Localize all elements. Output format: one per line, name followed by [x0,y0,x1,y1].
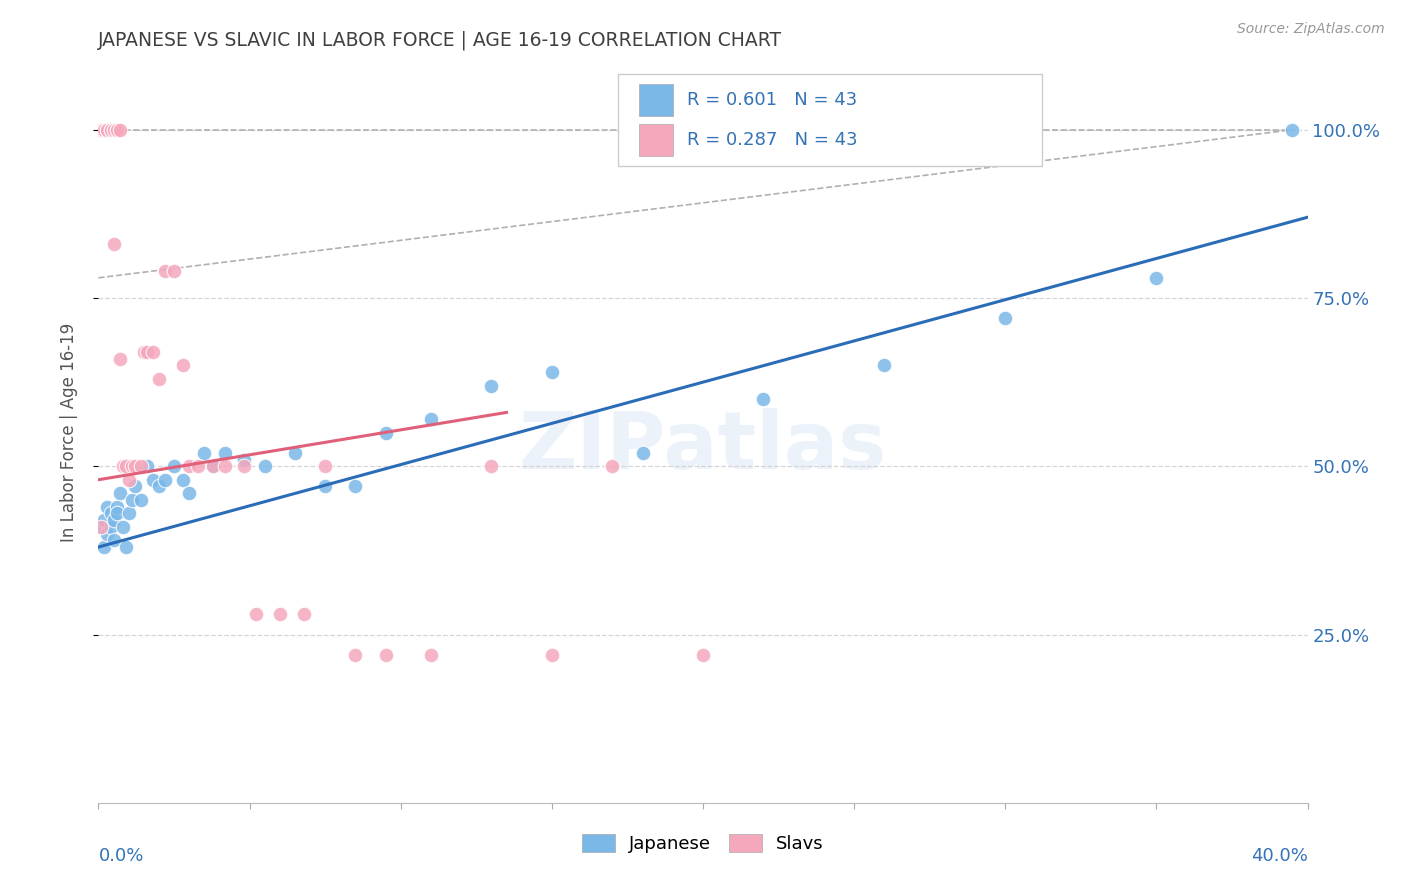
Y-axis label: In Labor Force | Age 16-19: In Labor Force | Age 16-19 [59,323,77,542]
Point [193,446,215,460]
Point [93,122,115,136]
Text: R = 0.601   N = 43: R = 0.601 N = 43 [688,91,858,109]
Point [481,459,503,474]
Point [232,452,254,467]
Point [90,520,112,534]
Point [114,459,136,474]
Point [90,122,112,136]
Point [121,459,143,474]
Point [179,459,201,474]
Point [93,513,115,527]
Point [105,500,128,514]
Text: ZIPatlas: ZIPatlas [519,409,887,486]
Point [752,392,775,406]
Point [108,122,131,136]
Text: Source: ZipAtlas.com: Source: ZipAtlas.com [1237,22,1385,37]
Point [692,648,714,662]
Point [105,122,128,136]
Point [163,264,186,278]
Point [344,648,367,662]
Point [105,507,128,521]
Point [111,520,134,534]
Bar [638,125,673,155]
Point [103,237,125,252]
Point [108,486,131,500]
Point [153,264,176,278]
Point [994,311,1017,326]
Point [269,607,291,622]
Text: 0.0%: 0.0% [98,847,143,865]
Bar [638,85,673,116]
Point [108,351,131,366]
Point [96,122,118,136]
Point [93,122,115,136]
Point [103,513,125,527]
Point [202,459,225,474]
Text: 40.0%: 40.0% [1251,847,1308,865]
Point [602,459,624,474]
Point [142,344,165,359]
Point [1281,122,1303,136]
Point [100,520,122,534]
Point [93,540,115,554]
Point [245,607,267,622]
Point [148,479,170,493]
Point [124,479,146,493]
Point [129,492,152,507]
Point [374,425,396,440]
Point [172,359,194,373]
Point [540,365,562,379]
Point [124,459,146,474]
Point [1144,270,1167,285]
Point [135,344,157,359]
Point [142,473,165,487]
Point [121,492,143,507]
Legend: Japanese, Slavs: Japanese, Slavs [575,827,831,861]
Point [172,473,194,487]
Point [111,459,134,474]
Point [100,122,122,136]
Point [118,473,141,487]
Point [292,607,315,622]
FancyBboxPatch shape [619,73,1042,166]
Point [344,479,367,493]
Point [103,122,125,136]
Point [153,473,176,487]
Point [284,446,307,460]
Point [481,378,503,392]
Point [90,520,112,534]
Text: R = 0.287   N = 43: R = 0.287 N = 43 [688,131,858,149]
Point [148,372,170,386]
Point [96,526,118,541]
Point [187,459,209,474]
Point [129,459,152,474]
Point [253,459,276,474]
Point [631,446,654,460]
Point [100,122,122,136]
Point [118,507,141,521]
Point [314,459,336,474]
Point [96,122,118,136]
Point [114,540,136,554]
Point [420,648,443,662]
Point [202,459,225,474]
Point [96,500,118,514]
Point [420,412,443,426]
Point [100,507,122,521]
Point [105,122,128,136]
Point [135,459,157,474]
Point [214,446,236,460]
Point [163,459,186,474]
Point [232,459,254,474]
Point [873,359,896,373]
Point [179,486,201,500]
Point [374,648,396,662]
Point [314,479,336,493]
Point [540,648,562,662]
Text: JAPANESE VS SLAVIC IN LABOR FORCE | AGE 16-19 CORRELATION CHART: JAPANESE VS SLAVIC IN LABOR FORCE | AGE … [98,30,783,50]
Point [132,344,155,359]
Point [214,459,236,474]
Point [103,533,125,548]
